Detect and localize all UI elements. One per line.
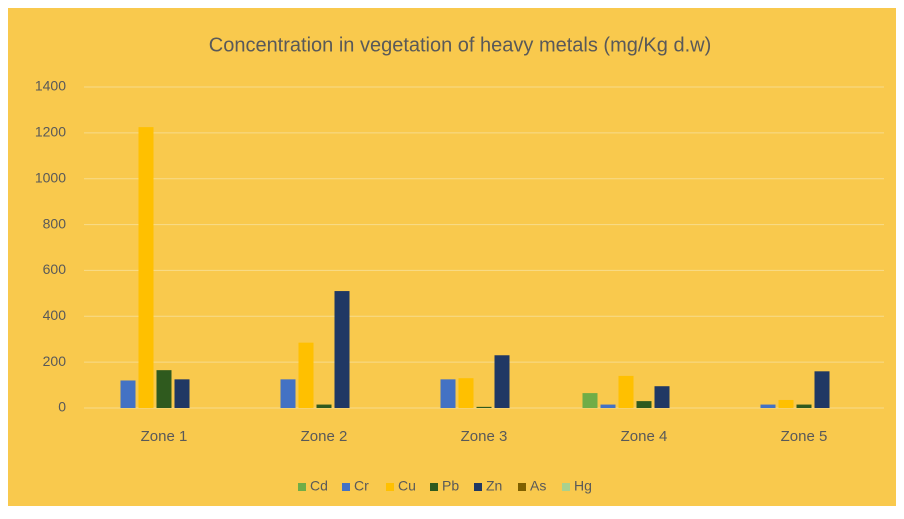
bar (316, 404, 332, 408)
bar (476, 406, 492, 408)
bar (760, 404, 776, 408)
legend-label: Cd (310, 478, 328, 494)
bar (156, 370, 172, 408)
bar (280, 379, 296, 408)
y-tick-label: 1000 (35, 169, 66, 185)
y-tick-label: 600 (43, 261, 67, 277)
bar (636, 401, 652, 408)
bar (778, 399, 794, 408)
x-tick-label: Zone 3 (461, 428, 508, 445)
y-tick-label: 0 (58, 399, 66, 415)
legend-swatch (518, 483, 526, 491)
legend-label: Pb (442, 478, 459, 494)
x-tick-label: Zone 1 (141, 428, 188, 445)
bar (582, 393, 598, 408)
bar (814, 371, 830, 408)
bar (796, 404, 812, 408)
y-tick-label: 400 (43, 307, 67, 323)
y-tick-label: 200 (43, 353, 67, 369)
bar (618, 375, 634, 408)
legend-swatch (474, 483, 482, 491)
bar (494, 355, 510, 408)
y-tick-label: 1400 (35, 78, 66, 94)
x-tick-label: Zone 4 (621, 428, 668, 445)
x-tick-label: Zone 5 (781, 428, 828, 445)
bar (138, 127, 154, 408)
legend-label: As (530, 478, 546, 494)
bar (120, 380, 136, 408)
bar (654, 386, 670, 408)
legend-swatch (298, 483, 306, 491)
legend-label: Hg (574, 478, 592, 494)
legend-swatch (342, 483, 350, 491)
legend-swatch (562, 483, 570, 491)
legend-label: Cu (398, 478, 416, 494)
legend-label: Cr (354, 478, 369, 494)
bar (174, 379, 190, 408)
y-tick-label: 800 (43, 215, 67, 231)
bar (600, 404, 616, 408)
bar (298, 342, 314, 408)
bar (458, 378, 474, 408)
legend-swatch (430, 483, 438, 491)
legend-label: Zn (486, 478, 502, 494)
bar (334, 291, 350, 408)
x-tick-label: Zone 2 (301, 428, 348, 445)
bar (440, 379, 456, 408)
y-tick-label: 1200 (35, 124, 66, 140)
chart-title: Concentration in vegetation of heavy met… (209, 34, 711, 56)
legend-swatch (386, 483, 394, 491)
chart-background (8, 8, 896, 506)
